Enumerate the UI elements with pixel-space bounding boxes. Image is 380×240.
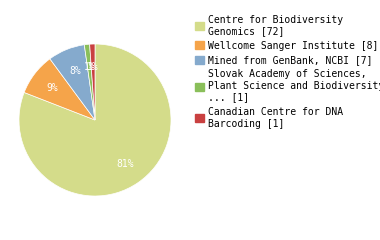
Text: 1%: 1%	[87, 62, 99, 72]
Wedge shape	[19, 44, 171, 196]
Text: 81%: 81%	[116, 159, 134, 169]
Text: 1%: 1%	[84, 62, 95, 72]
Wedge shape	[50, 45, 95, 120]
Wedge shape	[90, 44, 95, 120]
Wedge shape	[24, 59, 95, 120]
Wedge shape	[84, 44, 95, 120]
Text: 9%: 9%	[47, 83, 59, 93]
Legend: Centre for Biodiversity
Genomics [72], Wellcome Sanger Institute [8], Mined from: Centre for Biodiversity Genomics [72], W…	[195, 15, 380, 129]
Text: 8%: 8%	[69, 66, 81, 76]
